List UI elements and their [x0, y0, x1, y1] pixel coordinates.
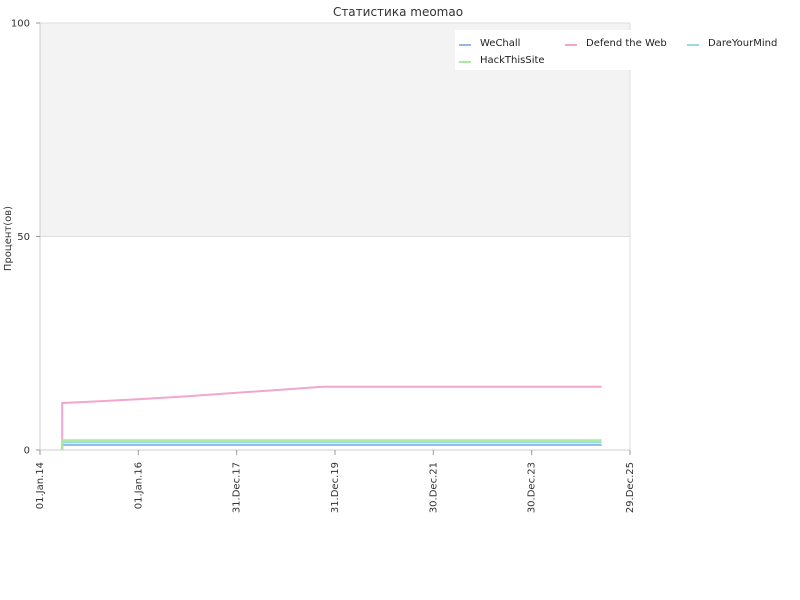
x-axis-ticks: 01.Jan.14 01.Jan.16 31.Dec.17 31.Dec.19 30.D…: [35, 450, 636, 513]
x-tick-label: 31.Dec.17: [232, 462, 243, 513]
series-line: [61, 385, 602, 450]
legend: WeChall Defend the Web DareYourMind HackThi…: [455, 30, 800, 70]
legend-label: DareYourMind: [708, 38, 777, 49]
y-tick-label: 0: [24, 446, 30, 457]
legend-label: HackThisSite: [480, 55, 545, 66]
legend-label: WeChall: [480, 38, 520, 49]
x-tick-label: 30.Dec.21: [428, 462, 439, 513]
y-axis-ticks: 0 50 100: [11, 19, 40, 457]
y-tick-label: 50: [17, 232, 30, 243]
x-tick-label: 31.Dec.19: [330, 462, 341, 513]
y-tick-label: 100: [11, 19, 30, 30]
series-layer: [61, 385, 602, 450]
legend-box: [455, 30, 800, 70]
legend-label: Defend the Web: [586, 38, 667, 49]
series-line: [61, 439, 602, 450]
x-tick-label: 01.Jan.16: [133, 462, 144, 509]
y-axis-label: Процент(ов): [3, 206, 14, 271]
x-tick-label: 29.Dec.25: [625, 462, 636, 513]
chart-title: Статистика meomao: [333, 5, 463, 19]
x-tick-label: 01.Jan.14: [35, 462, 46, 509]
x-tick-label: 30.Dec.23: [527, 462, 538, 513]
